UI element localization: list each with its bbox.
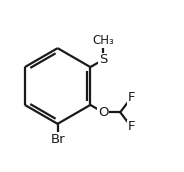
Text: F: F bbox=[128, 120, 135, 133]
Text: Br: Br bbox=[50, 133, 65, 146]
Text: S: S bbox=[99, 53, 107, 66]
Text: O: O bbox=[98, 106, 108, 119]
Text: F: F bbox=[128, 91, 135, 104]
Text: CH₃: CH₃ bbox=[92, 34, 114, 47]
